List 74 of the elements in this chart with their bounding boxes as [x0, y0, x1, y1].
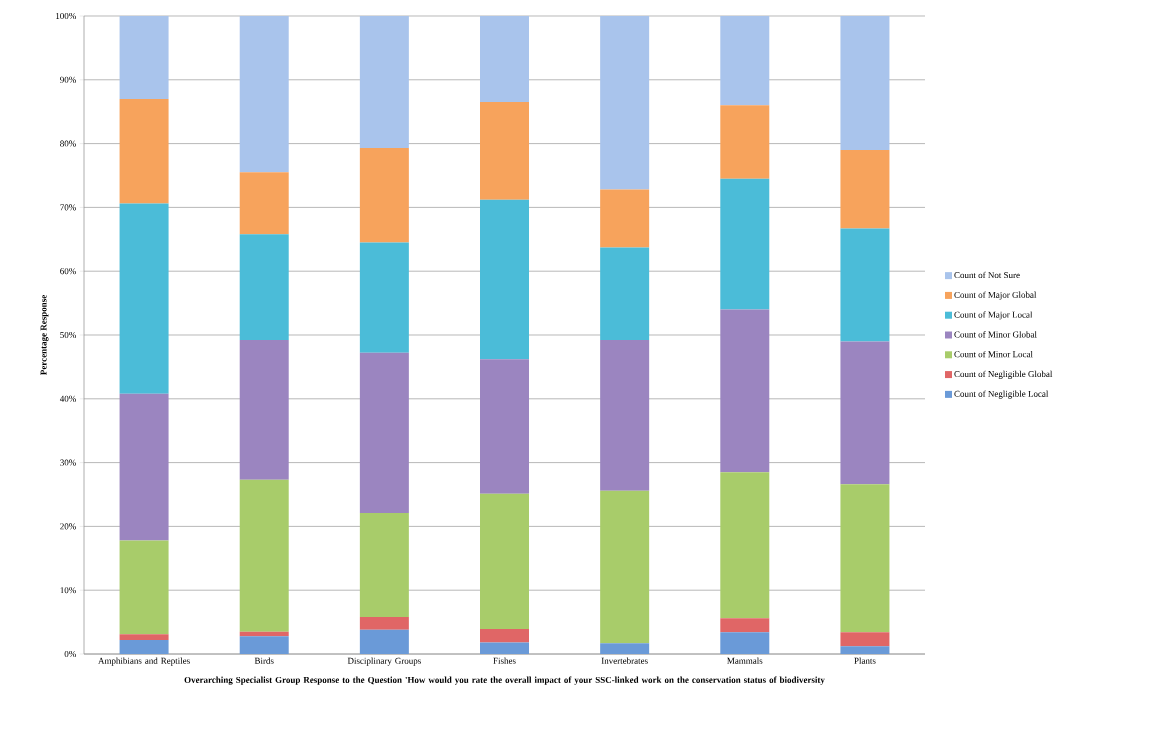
bar [600, 189, 650, 248]
bar [600, 15, 650, 190]
bar [480, 15, 530, 103]
bar [840, 149, 890, 229]
bar [480, 629, 530, 643]
bar [359, 242, 409, 353]
y-tick-label: 60% [60, 268, 76, 275]
bar [239, 479, 289, 632]
bar [119, 393, 169, 541]
y-tick-label: 70% [60, 204, 76, 211]
bar [119, 634, 169, 640]
bar [119, 203, 169, 394]
legend-label: Count of Not Sure [954, 271, 1020, 279]
x-tick-label: Mammals [727, 657, 763, 664]
legend-label: Count of Major Global [954, 291, 1037, 300]
legend-label: Count of Major Local [954, 311, 1033, 320]
bar [720, 309, 770, 473]
bar [480, 493, 530, 630]
bar [359, 617, 409, 630]
x-axis-title: Overarching Specialist Group Response to the Question 'How would you rate the overall impact of your SSC-linked work on the conservation status of biodiversity [184, 676, 825, 685]
y-tick-label: 10% [60, 587, 76, 594]
bar [840, 484, 890, 633]
y-axis-title: Percentage Response [40, 295, 49, 375]
bar [840, 632, 890, 647]
bar [600, 340, 650, 491]
bar [359, 148, 409, 243]
bar [720, 105, 770, 179]
x-tick-label: Disciplinary Groups [347, 657, 421, 666]
bar [840, 341, 890, 485]
bar [359, 15, 409, 149]
y-tick-label: 20% [60, 523, 76, 530]
x-tick-label: Birds [254, 657, 274, 664]
bar [480, 102, 530, 200]
bar [359, 513, 409, 617]
x-tick-label: Amphibians and Reptiles [98, 657, 190, 666]
bar [119, 15, 169, 99]
bar [720, 15, 770, 106]
bar [239, 172, 289, 235]
bar [720, 472, 770, 619]
bar [720, 632, 770, 654]
y-tick-label: 40% [59, 395, 76, 402]
y-tick-label: 80% [60, 140, 76, 147]
bar [480, 199, 530, 360]
bar [720, 618, 770, 633]
y-tick-label: 0% [64, 650, 76, 658]
bar [600, 247, 650, 341]
bar [239, 340, 289, 480]
bar [600, 490, 650, 644]
bar [239, 15, 289, 173]
y-tick-label: 50% [60, 331, 76, 339]
x-tick-label: Invertebrates [601, 657, 648, 664]
x-tick-label: Fishes [493, 657, 516, 664]
bar [840, 15, 890, 150]
y-tick-label: 100% [56, 12, 76, 20]
legend-label: Count of Negligible Local [954, 390, 1049, 399]
bar [119, 540, 169, 635]
bar [840, 228, 890, 342]
legend-label: Count of Minor Local [954, 350, 1033, 358]
bar [480, 642, 530, 654]
bar [119, 639, 169, 654]
y-tick-label: 30% [60, 459, 76, 466]
bar [720, 178, 770, 310]
bar [359, 352, 409, 513]
x-tick-label: Plants [854, 657, 876, 664]
bar [480, 359, 530, 494]
y-tick-label: 90% [60, 76, 76, 83]
legend-label: Count of Negligible Global [954, 370, 1053, 379]
bar [239, 636, 289, 654]
bar [239, 234, 289, 341]
bar [600, 643, 650, 654]
bar [840, 646, 890, 654]
bar [119, 98, 169, 204]
legend-label: Count of Minor Global [954, 331, 1037, 338]
bar [359, 629, 409, 654]
